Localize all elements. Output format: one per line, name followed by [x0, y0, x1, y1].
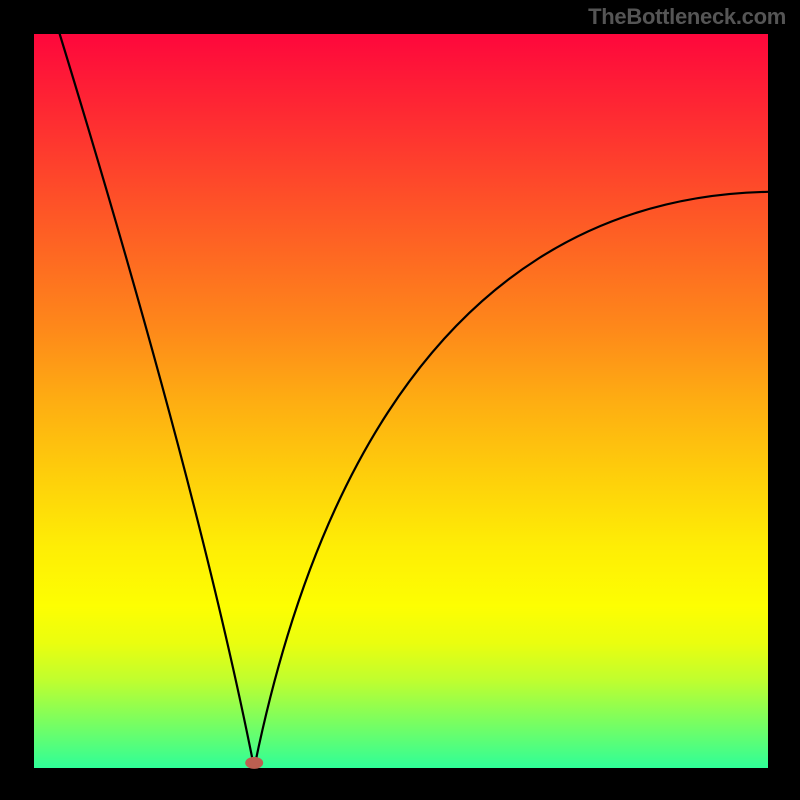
minimum-marker-icon	[245, 757, 263, 769]
plot-panel	[34, 34, 768, 768]
watermark-text: TheBottleneck.com	[588, 4, 786, 30]
bottleneck-chart	[0, 0, 800, 800]
